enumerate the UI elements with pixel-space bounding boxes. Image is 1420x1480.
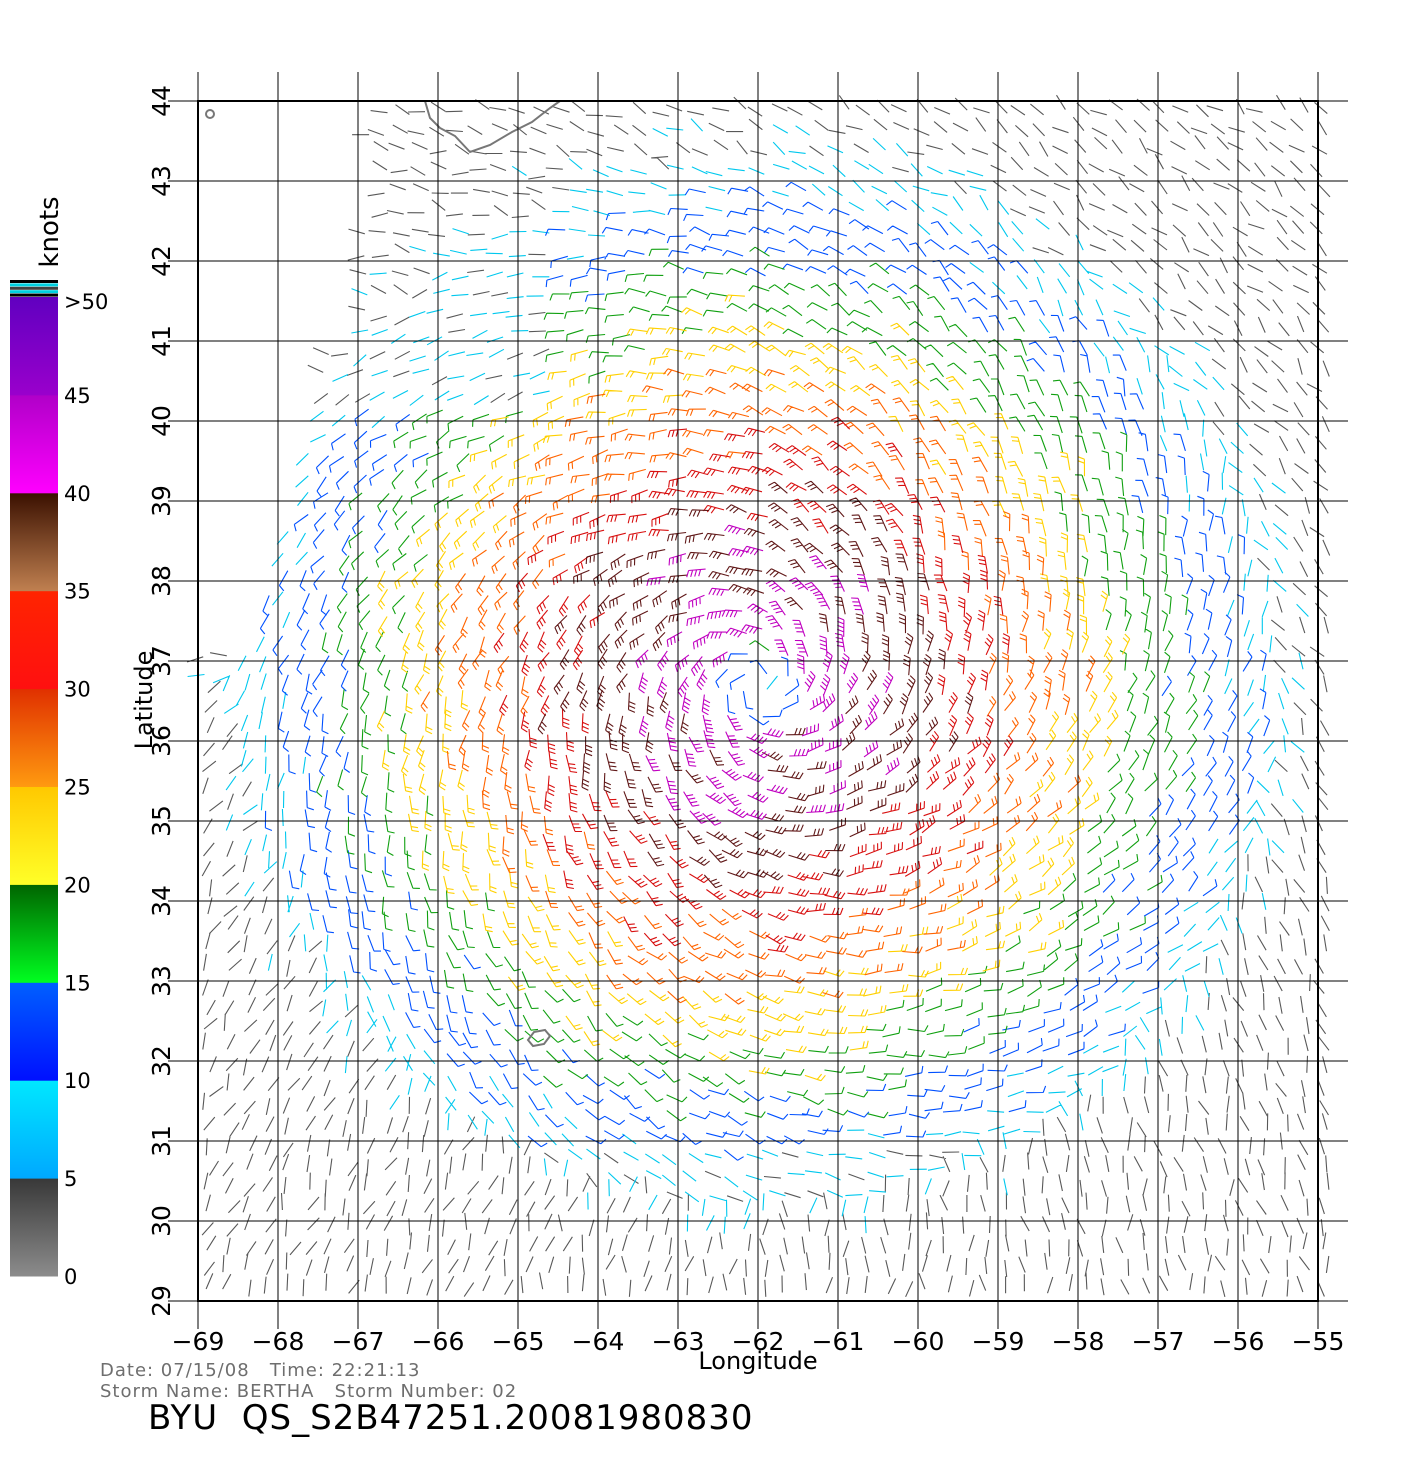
colorbar-band <box>10 394 58 494</box>
x-axis-label: Longitude <box>698 1347 817 1375</box>
colorbar-units-label: knots <box>35 196 65 267</box>
storm-name-line: Storm Name: BERTHA Storm Number: 02 <box>100 1381 518 1402</box>
lon-tick-label: −69 <box>172 1327 225 1356</box>
lon-tick-label: −61 <box>812 1327 865 1356</box>
colorbar-cap-stripe <box>10 293 58 297</box>
map-border <box>197 100 1319 1302</box>
colorbar-tick-label: 30 <box>64 678 91 702</box>
wind-barb-group <box>259 181 1271 1161</box>
tick-labels: −69 −68 −67 −66 −65 −64 −63 −62 −61 −60 −59 −58 −57−… <box>147 85 1344 1356</box>
date-time-line: Date: 07/15/08 Time: 22:21:13 <box>100 1360 421 1381</box>
lat-tick-label: 32 <box>147 1045 176 1077</box>
lat-tick-label: 41 <box>147 325 176 357</box>
lon-tick-label: −66 <box>412 1327 465 1356</box>
lat-tick-label: 35 <box>147 805 176 837</box>
colorbar-band <box>10 297 58 396</box>
lon-tick-label: −57 <box>1132 1327 1185 1356</box>
lat-tick-label: 36 <box>147 725 176 757</box>
colorbar-cap-stripe <box>10 290 58 294</box>
wind-barb-group <box>376 294 1131 1082</box>
lat-tick-label: 40 <box>147 405 176 437</box>
lat-tick-label: 33 <box>147 965 176 997</box>
y-axis-label: Latitude <box>130 651 158 750</box>
colorbar-tick-label: >50 <box>64 290 108 314</box>
lon-tick-label: −55 <box>1292 1327 1345 1356</box>
colorbar-tick-label: 40 <box>64 482 91 506</box>
colorbar-tick-label: 25 <box>64 776 91 800</box>
product-title: BYU QS_S2B47251.20081980830 <box>148 1398 754 1438</box>
colorbar-cap-stripe <box>10 280 58 283</box>
colorbar-tick-label: 0 <box>64 1265 77 1289</box>
lon-tick-label: −64 <box>572 1327 625 1356</box>
lat-tick-label: 30 <box>147 1205 176 1237</box>
lon-tick-label: −59 <box>972 1327 1025 1356</box>
lat-tick-label: 39 <box>147 485 176 517</box>
colorbar-cap-stripe <box>10 283 58 287</box>
lon-tick-label: −68 <box>252 1327 305 1356</box>
colorbar-band <box>10 492 58 592</box>
lon-tick-label: −63 <box>652 1327 705 1356</box>
colorbar-tick-label: 10 <box>64 1069 91 1093</box>
lat-tick-label: 31 <box>147 1125 176 1157</box>
lat-lon-grid <box>168 72 1348 1329</box>
colorbar-band <box>10 1080 58 1179</box>
wind-barb-group <box>635 524 900 826</box>
nova-scotia-coastline <box>424 100 561 154</box>
lon-tick-label: −58 <box>1052 1327 1105 1356</box>
lat-tick-label: 29 <box>147 1285 176 1317</box>
colorbar-band <box>10 590 58 690</box>
lat-tick-label: 44 <box>147 85 176 117</box>
colorbar-tick-label: 15 <box>64 971 91 995</box>
lon-tick-label: −56 <box>1212 1327 1265 1356</box>
colorbar: >50 45 40 35 30 25 20 15 10 5 0 <box>10 280 108 1289</box>
colorbar-band <box>10 1178 58 1277</box>
wind-barb-group <box>186 94 1331 1298</box>
lon-tick-label: −60 <box>892 1327 945 1356</box>
bermuda-outline <box>526 1028 552 1048</box>
sable-island-outline <box>205 109 215 119</box>
map-frame <box>197 100 1319 1302</box>
colorbar-tick-label: 35 <box>64 580 91 604</box>
coastline-layer <box>205 100 561 1048</box>
wind-barb-group <box>537 480 974 889</box>
colorbar-tick-label: 20 <box>64 873 91 897</box>
lat-tick-label: 34 <box>147 885 176 917</box>
colorbar-tick-label: 45 <box>64 384 91 408</box>
wind-barb-group <box>420 368 1096 1005</box>
lon-tick-label: −65 <box>492 1327 545 1356</box>
wind-barb-group <box>493 416 1014 953</box>
colorbar-band <box>10 688 58 787</box>
lat-tick-label: 42 <box>147 245 176 277</box>
wind-barb-group <box>187 118 1309 1234</box>
colorbar-band <box>10 884 58 983</box>
lat-tick-label: 37 <box>147 645 176 677</box>
lat-tick-label: 38 <box>147 565 176 597</box>
colorbar-tick-label: 5 <box>64 1167 77 1191</box>
colorbar-band <box>10 982 58 1081</box>
lat-tick-label: 43 <box>147 165 176 197</box>
wind-barbs-layer <box>186 94 1331 1298</box>
colorbar-band <box>10 786 58 885</box>
lon-tick-label: −62 <box>732 1327 785 1356</box>
colorbar-cap-stripe <box>10 286 58 290</box>
lon-tick-label: −67 <box>332 1327 385 1356</box>
